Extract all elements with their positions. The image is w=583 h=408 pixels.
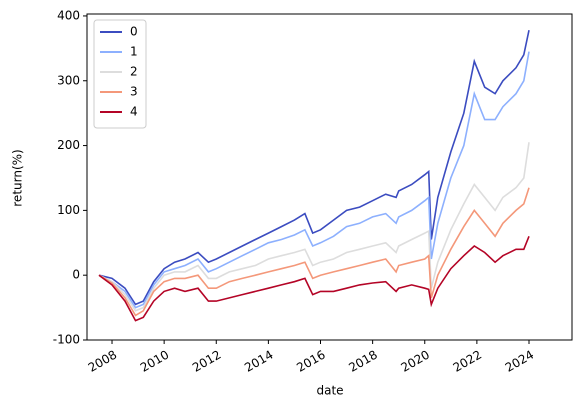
x-tick-label: 2010 [138,348,171,375]
legend-label: 3 [130,85,138,99]
x-tick-label: 2018 [346,348,379,375]
series-line [98,30,530,306]
x-tick-label: 2020 [399,348,432,375]
y-tick-label: 200 [57,138,80,152]
y-tick-label: 400 [57,8,80,22]
series-line [98,51,530,309]
y-tick-label: 100 [57,203,80,217]
x-tick-label: 2014 [242,348,275,375]
y-tick-label: 300 [57,73,80,87]
x-tick-label: 2008 [86,348,119,375]
legend-label: 0 [130,25,138,39]
x-tick-label: 2022 [451,348,484,375]
series-line [98,236,530,322]
x-tick-label: 2012 [190,348,223,375]
legend-label: 2 [130,65,138,79]
y-axis-label: return(%) [11,149,25,206]
legend-box [93,19,147,129]
series-line [98,187,530,317]
legend-label: 4 [130,105,138,119]
x-axis-label: date [316,384,343,398]
y-tick-label: 0 [72,268,80,282]
y-tick-label: -100 [53,333,80,347]
series-line [98,142,530,312]
x-tick-label: 2024 [503,348,536,375]
plot-frame [86,13,573,341]
x-tick-label: 2016 [294,348,327,375]
legend-label: 1 [130,45,138,59]
